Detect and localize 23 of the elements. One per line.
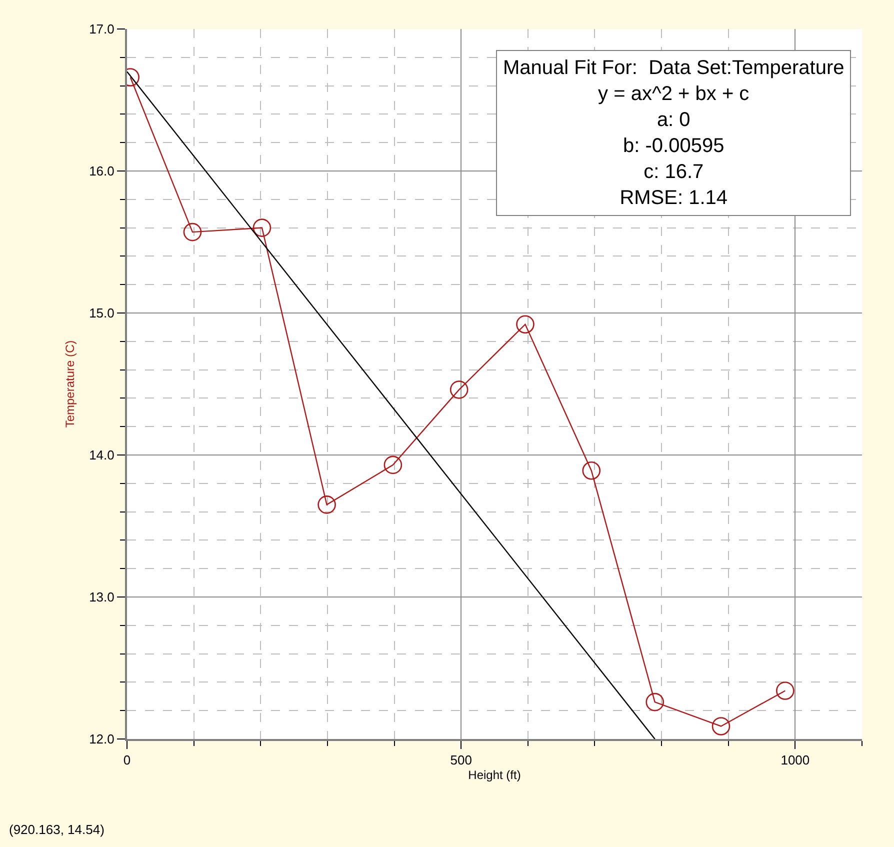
- point: [712, 717, 730, 736]
- point: [450, 380, 468, 399]
- point: [516, 315, 534, 334]
- point: [318, 496, 336, 514]
- x-tick-label: 500: [450, 752, 472, 768]
- y-tick-label: 17.0: [89, 22, 114, 37]
- y-tick-label: 13.0: [89, 590, 114, 605]
- x-tick-label: 0: [123, 752, 131, 768]
- annotation: Manual Fit For: Data Set:Temperature y = ax^2 + bx + c a: 0 b: -0.00595 c: 16.7 RMSE: 1.14: [503, 57, 844, 209]
- point: [252, 218, 272, 237]
- y-tick-label: 14.0: [89, 448, 114, 463]
- point: [582, 461, 601, 480]
- x-tick-label: 1000: [780, 752, 810, 768]
- y-tick-label: 12.0: [89, 732, 114, 747]
- point: [384, 456, 402, 474]
- y-axis-title: Temperature (C): [62, 340, 77, 428]
- x-axis-title: Height (ft): [468, 768, 521, 782]
- text: (920.163, 14.54): [9, 822, 104, 837]
- y-tick-label: 16.0: [89, 164, 114, 179]
- y-tick-label: 15.0: [89, 306, 114, 321]
- point: [183, 222, 202, 242]
- point: [646, 692, 664, 712]
- point: [776, 682, 794, 700]
